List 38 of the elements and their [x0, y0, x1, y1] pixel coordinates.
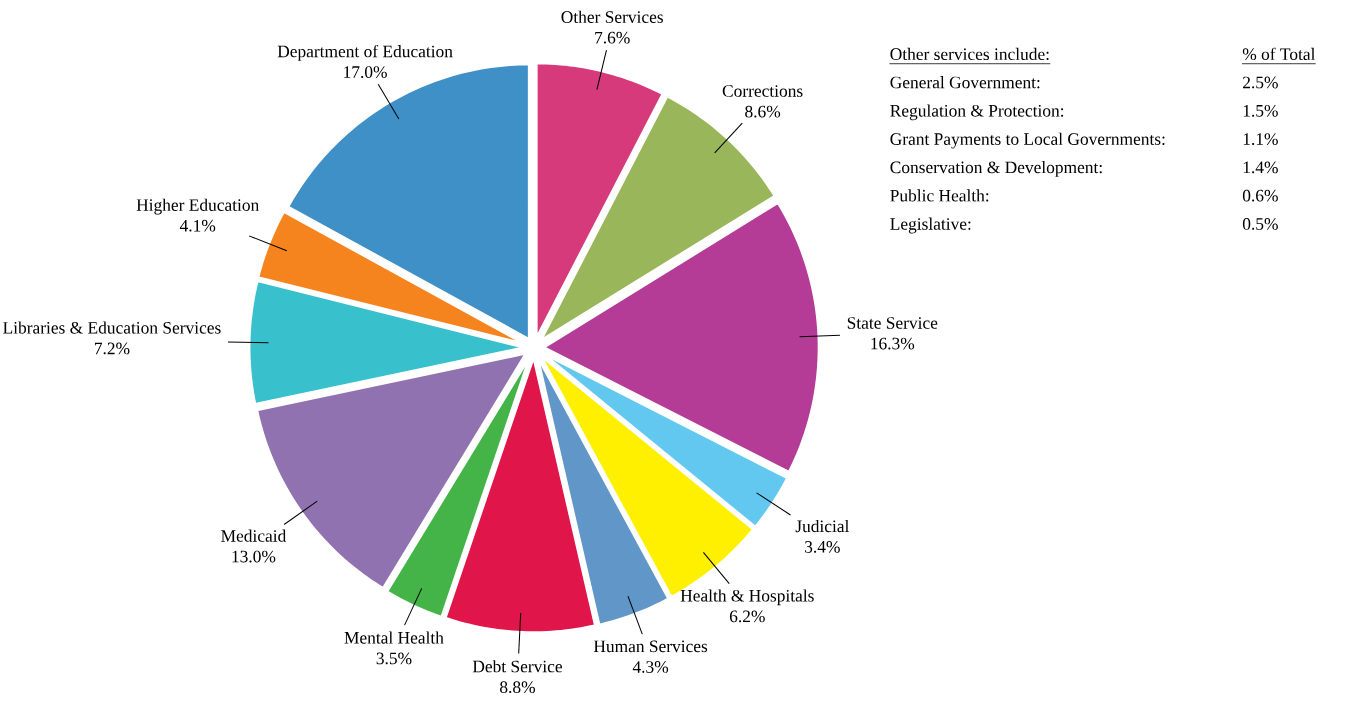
data-label: 17.0%: [344, 66, 387, 79]
slice-label: Health & Hospitals: [680, 589, 814, 606]
data-label: 4.3%: [632, 661, 669, 673]
text: 1.4%: [1243, 161, 1278, 174]
text: General Government:: [890, 76, 1040, 89]
data-label: 4.1%: [179, 219, 216, 232]
data-label: 7.2%: [94, 342, 130, 355]
slice-label: Libraries & Education Services: [3, 321, 221, 334]
text: 1.1%: [1243, 133, 1278, 146]
data-label: 3.4%: [805, 541, 840, 553]
data-label: 16.3%: [871, 337, 915, 350]
text: 0.6%: [1242, 189, 1278, 202]
data-label: 3.5%: [376, 652, 412, 665]
slice-label: Department of Education: [277, 44, 453, 61]
data-label: 6.2%: [729, 610, 765, 623]
slice-label: Debt Service: [472, 660, 562, 673]
text: 2.5%: [1243, 76, 1278, 89]
text: Conservation & Development:: [890, 161, 1102, 177]
slice-label: Higher Education: [136, 198, 259, 215]
slice-label: Other Services: [561, 10, 663, 23]
text: 1.5%: [1243, 104, 1278, 117]
slice-label: State Service: [847, 317, 938, 329]
slice-label: Medicaid: [221, 529, 287, 542]
data-label: 13.0%: [232, 550, 276, 563]
text: Other services include:: [890, 47, 1049, 61]
data-label: 7.6%: [595, 31, 630, 44]
text: % of Total: [1242, 47, 1316, 61]
slice-label: Human Services: [593, 640, 708, 653]
data-label: 8.6%: [745, 105, 781, 118]
text: Public Health:: [890, 189, 989, 202]
slice-label: Judicial: [795, 519, 850, 533]
slice-label: Mental Health: [344, 631, 444, 644]
text: Legislative:: [890, 217, 971, 234]
slice-label: Corrections: [722, 85, 803, 97]
text: 0.5%: [1242, 218, 1278, 230]
text: Grant Payments to Local Governments:: [890, 132, 1165, 149]
text: Regulation & Protection:: [890, 104, 1064, 121]
data-label: 8.8%: [500, 681, 535, 694]
